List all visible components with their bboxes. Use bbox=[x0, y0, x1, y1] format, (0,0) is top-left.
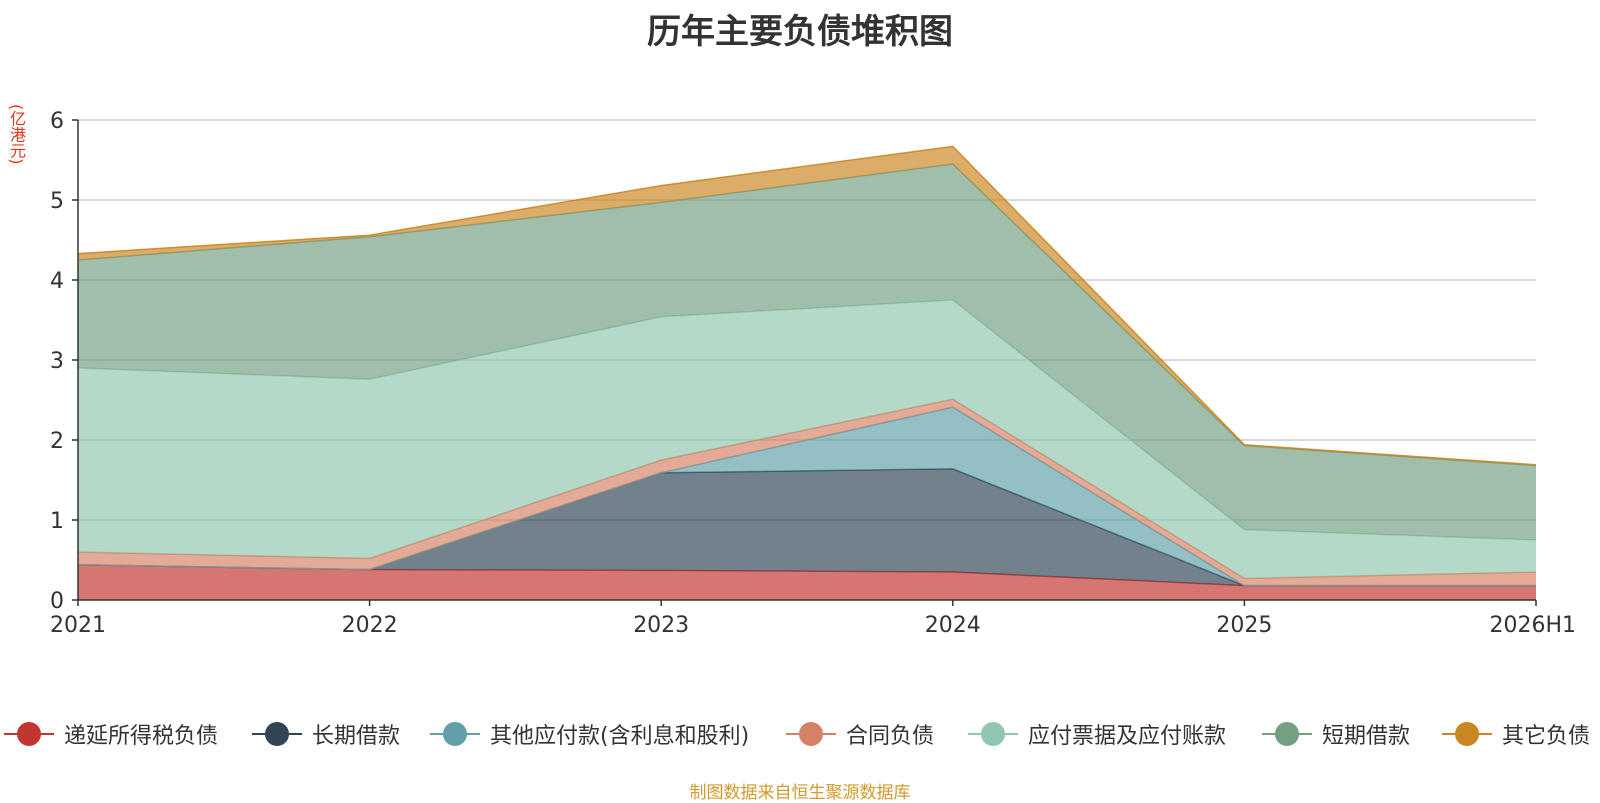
x-tick-label: 2024 bbox=[925, 613, 981, 638]
legend-swatch-icon bbox=[252, 719, 302, 749]
legend-item[interactable]: 应付票据及应付账款 bbox=[968, 716, 1226, 752]
legend-item[interactable]: 其他应付款(含利息和股利) bbox=[430, 716, 749, 752]
legend-swatch-icon bbox=[430, 719, 480, 749]
y-tick-label: 2 bbox=[50, 429, 64, 454]
x-tick-label: 2021 bbox=[50, 613, 106, 638]
y-axis-unit-label: (亿港元) bbox=[7, 104, 26, 165]
legend-label: 长期借款 bbox=[312, 724, 401, 749]
legend-item[interactable]: 合同负债 bbox=[786, 716, 934, 752]
legend-item[interactable]: 短期借款 bbox=[1262, 716, 1410, 752]
x-tick-label: 2022 bbox=[342, 613, 398, 638]
source-note: 制图数据来自恒生聚源数据库 bbox=[689, 783, 911, 803]
legend-swatch-icon bbox=[4, 719, 54, 749]
area-series-0 bbox=[78, 564, 1536, 600]
area-series-3 bbox=[78, 399, 1536, 586]
legend-label: 其他应付款(含利息和股利) bbox=[490, 724, 750, 749]
legend-label: 短期借款 bbox=[1322, 724, 1411, 749]
area-series-4 bbox=[78, 300, 1536, 579]
x-tick-label: 2025 bbox=[1216, 613, 1272, 638]
series-line-6 bbox=[77, 145, 1537, 466]
legend-label: 其它负债 bbox=[1502, 724, 1591, 749]
y-tick-label: 4 bbox=[50, 269, 64, 294]
legend: 递延所得税负债 长期借款 其他应付款(含利息和股利) 合同负债 应付票据及应付账款 短期借… bbox=[0, 716, 1600, 756]
x-tick-label: 2026H1 bbox=[1489, 613, 1576, 638]
area-series-6 bbox=[78, 146, 1536, 466]
y-tick-label: 6 bbox=[50, 109, 64, 134]
legend-swatch-icon bbox=[1442, 719, 1492, 749]
y-tick-label: 1 bbox=[50, 509, 64, 534]
legend-item[interactable]: 长期借款 bbox=[252, 716, 400, 752]
area-series-5 bbox=[78, 164, 1536, 540]
y-tick-label: 5 bbox=[50, 189, 64, 214]
legend-label: 合同负债 bbox=[846, 724, 935, 749]
legend-label: 递延所得税负债 bbox=[64, 724, 219, 749]
legend-swatch-icon bbox=[786, 719, 836, 749]
y-tick-label: 0 bbox=[50, 589, 64, 614]
y-tick-label: 3 bbox=[50, 349, 64, 374]
legend-swatch-icon bbox=[1262, 719, 1312, 749]
chart-title: 历年主要负债堆积图 bbox=[647, 12, 953, 52]
legend-label: 应付票据及应付账款 bbox=[1028, 724, 1227, 749]
x-tick-label: 2023 bbox=[633, 613, 689, 638]
legend-swatch-icon bbox=[968, 719, 1018, 749]
legend-item[interactable]: 其它负债 bbox=[1442, 716, 1590, 752]
legend-item[interactable]: 递延所得税负债 bbox=[4, 716, 218, 752]
area-series-1 bbox=[78, 468, 1536, 586]
